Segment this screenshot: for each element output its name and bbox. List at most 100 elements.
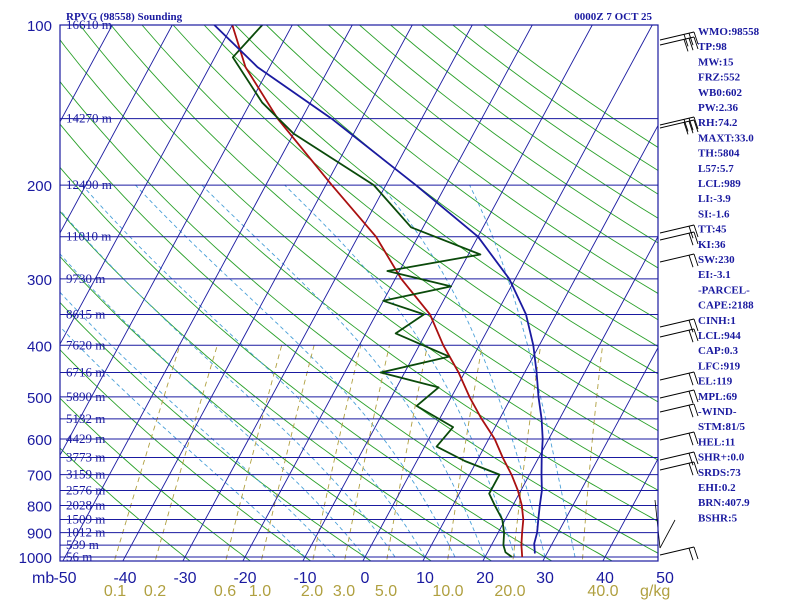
height-label: 1012 m <box>66 525 105 540</box>
wind-barb <box>659 119 699 135</box>
index-item: RH:74.2 <box>698 117 738 129</box>
moist-adiabat-line <box>60 253 366 558</box>
mixing-ratio-line <box>312 345 362 561</box>
height-label: 5890 m <box>66 389 105 404</box>
profile-lines <box>213 25 544 558</box>
mixing-ratio-label: 2.0 <box>301 583 323 600</box>
temperature-tick-label: 10 <box>416 570 434 587</box>
dry-adiabat-line <box>483 25 658 148</box>
moist-adiabat-line <box>201 184 486 558</box>
mixing-ratio-line <box>447 345 483 561</box>
mixing-ratio-label: 5.0 <box>375 583 397 600</box>
isotherm-line <box>60 25 233 345</box>
dry-adiabat-line <box>110 25 658 461</box>
pressure-tick-label: 900 <box>27 526 52 543</box>
dry-adiabat-line <box>421 25 658 195</box>
moist-adiabat-line <box>469 184 576 558</box>
wind-barb <box>659 371 699 386</box>
temperature-tick-label: 20 <box>476 570 494 587</box>
chart-time: 0000Z 7 OCT 25 <box>574 11 652 23</box>
pressure-tick-label: 200 <box>27 178 52 195</box>
wind-barb <box>659 546 699 561</box>
mixing-ratio-line <box>581 345 604 561</box>
mixing-ratio-label: 20.0 <box>494 583 525 600</box>
dry-adiabat-line <box>60 123 614 561</box>
height-label: 12490 m <box>66 177 112 192</box>
wind-barb <box>659 31 699 47</box>
height-label: 8615 m <box>66 306 105 321</box>
dry-adiabat-line <box>60 397 252 561</box>
height-label: 56 m <box>66 549 92 564</box>
wind-barb <box>659 116 699 132</box>
mixing-ratio-label: 40.0 <box>587 583 618 600</box>
parcel-line <box>213 25 544 554</box>
temperature-line <box>231 25 525 558</box>
wind-barb <box>659 224 699 239</box>
index-item: TP:98 <box>698 41 727 53</box>
wind-barb <box>659 36 699 52</box>
pressure-tick-label: 100 <box>27 18 52 35</box>
temperature-tick-label: -10 <box>293 570 316 587</box>
isotherm-line <box>60 25 293 457</box>
index-item: TH:5804 <box>698 148 740 160</box>
plot-frame <box>59 24 659 562</box>
pressure-unit-label: mb <box>32 570 54 587</box>
height-label: 11010 m <box>66 229 111 244</box>
height-label: 6716 m <box>66 365 105 380</box>
isotherm-line <box>0 13 59 568</box>
height-label: 539 m <box>66 537 99 552</box>
index-item: TT:45 <box>698 224 727 236</box>
index-item: FRZ:552 <box>698 72 741 84</box>
isotherm-line <box>60 25 173 234</box>
index-item: CAPE:2188 <box>698 300 754 312</box>
index-item: -PARCEL- <box>698 284 750 296</box>
moist-adiabat-line <box>284 184 516 558</box>
index-item: STM:81/5 <box>698 421 746 433</box>
dry-adiabat-line <box>328 25 658 269</box>
moist-adiabat-line <box>81 184 426 558</box>
index-item: WMO:98558 <box>698 26 760 38</box>
isotherm-lines <box>0 13 658 568</box>
temperature-tick-label: -40 <box>113 570 136 587</box>
index-item: EI:-3.1 <box>698 269 731 281</box>
dry-adiabat-line <box>297 25 658 294</box>
mixing-ratio-label: 3.0 <box>333 583 355 600</box>
temperature-tick-label: -30 <box>173 570 196 587</box>
index-item: LFC:919 <box>698 360 741 372</box>
index-item: CINH:1 <box>698 315 736 327</box>
wind-barb <box>659 231 699 246</box>
mixing-ratio-line <box>113 345 181 561</box>
pressure-tick-label: 700 <box>27 468 52 485</box>
dry-adiabat-line <box>60 349 312 561</box>
height-label: 1509 m <box>66 511 105 526</box>
index-item: KI:36 <box>698 239 726 251</box>
mixing-ratio-label: 1.0 <box>249 583 271 600</box>
dry-adiabat-line <box>60 447 191 561</box>
index-item: EHI:0.2 <box>698 482 736 494</box>
isotherm-line <box>602 457 658 561</box>
height-label: 14270 m <box>66 111 112 126</box>
pressure-tick-label: 600 <box>27 432 52 449</box>
index-item: MW:15 <box>698 56 734 68</box>
wind-barb <box>659 389 699 404</box>
mixing-ratio-label: 0.2 <box>144 583 166 600</box>
index-item: SW:230 <box>698 254 735 266</box>
pressure-tick-label: 500 <box>27 390 52 407</box>
pressure-tick-label: 300 <box>27 272 52 289</box>
height-label: 2028 m <box>66 497 105 512</box>
index-item: SRDS:73 <box>698 467 741 479</box>
isotherm-line <box>302 25 593 561</box>
index-item: SI:-1.6 <box>698 208 730 220</box>
height-label: 7620 m <box>66 337 105 352</box>
wind-barb <box>659 451 699 466</box>
index-item: MAXT:33.0 <box>698 132 754 144</box>
mixing-ratio-label: 0.1 <box>104 583 126 600</box>
temperature-tick-label: 30 <box>536 570 554 587</box>
index-item: -WIND- <box>698 406 737 418</box>
wind-barbs <box>654 31 699 561</box>
temperature-tick-label: -20 <box>233 570 256 587</box>
temperature-tick-label: 50 <box>656 570 674 587</box>
isotherm-line <box>362 25 653 561</box>
dry-adiabat-line <box>172 25 658 403</box>
